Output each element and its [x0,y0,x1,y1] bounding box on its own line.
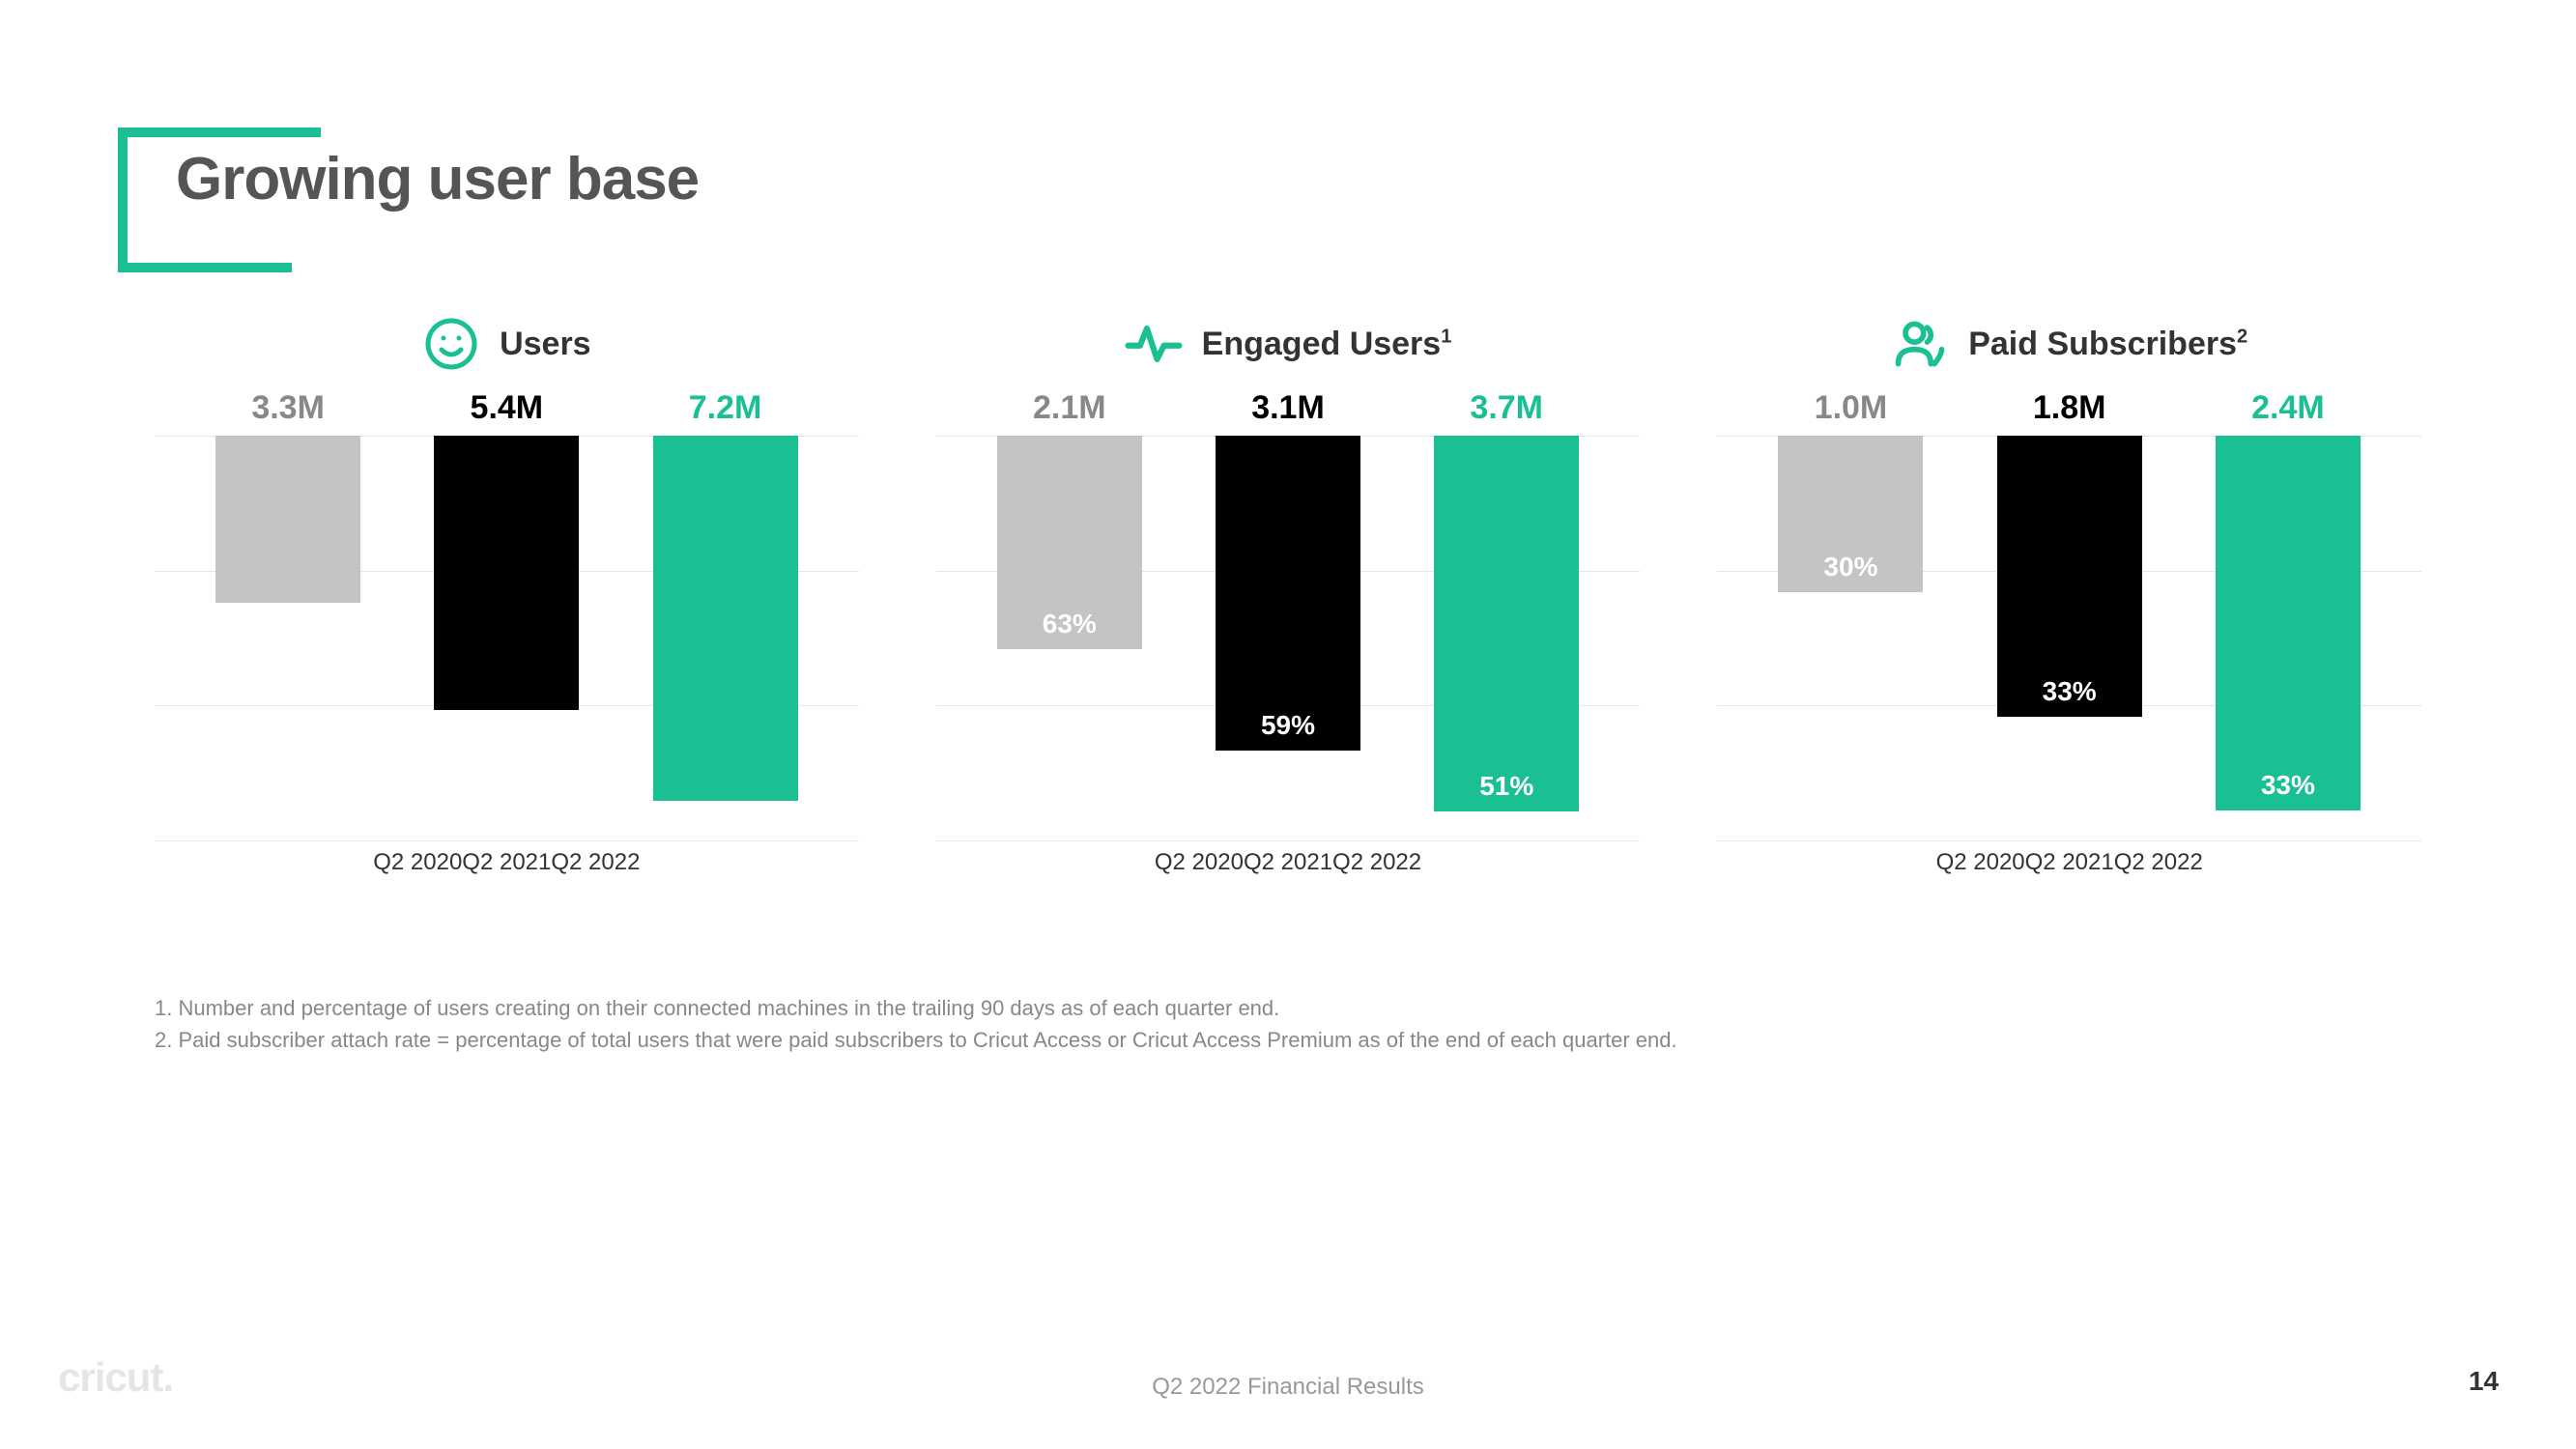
x-axis-label: Q2 2020 [373,849,462,876]
bar: 1.0M30% [1778,436,1923,592]
smile-icon [422,315,480,373]
bar: 7.2M [653,436,798,801]
bar-wrap: 1.8M33% [1961,436,2179,841]
x-axis-label: Q2 2020 [1936,849,2025,876]
bar-value-label: 1.8M [1973,389,2166,427]
bar-wrap: 3.1M59% [1179,436,1397,841]
people-icon [1891,317,1949,371]
chart-header: Users [422,310,591,378]
bar: 3.1M59% [1216,436,1360,751]
chart-column: Paid Subscribers21.0M30%1.8M33%2.4M33%Q2… [1717,310,2421,876]
bar-inner-label: 59% [1261,710,1315,751]
x-axis-label: Q2 2021 [2025,849,2114,876]
bars-container: 3.3M 5.4M 7.2M [155,436,859,841]
chart-area: 2.1M63% 3.1M59% 3.7M51% [936,436,1641,841]
bar-wrap: 3.3M [179,436,397,841]
bar-wrap: 2.4M33% [2179,436,2397,841]
bar: 3.7M51% [1434,436,1579,811]
bar-value-label: 5.4M [410,389,603,427]
x-axis-label: Q2 2021 [1244,849,1332,876]
chart-area: 3.3M 5.4M 7.2M [155,436,859,841]
bar-value-label: 3.1M [1191,389,1385,427]
x-axis-labels: Q2 2020Q2 2021Q2 2022 [1912,841,2227,876]
x-axis-labels: Q2 2020Q2 2021Q2 2022 [349,841,664,876]
footer: cricut. Q2 2022 Financial Results 14 [0,1374,2576,1401]
chart-area: 1.0M30% 1.8M33% 2.4M33% [1717,436,2421,841]
x-axis-label: Q2 2021 [462,849,551,876]
bar-wrap: 7.2M [615,436,834,841]
bar-value-label: 7.2M [629,389,822,427]
footnote: 2. Paid subscriber attach rate = percent… [155,1024,2421,1056]
x-axis-label: Q2 2022 [1332,849,1421,876]
page-title: Growing user base [155,145,699,213]
title-block: Growing user base [155,145,699,213]
x-axis-labels: Q2 2020Q2 2021Q2 2022 [1131,841,1445,876]
bar: 1.8M33% [1997,436,2142,717]
bar-wrap: 3.7M51% [1397,436,1616,841]
bar-value-label: 2.4M [2191,389,2385,427]
chart-title: Paid Subscribers2 [1968,326,2247,363]
chart-title-superscript: 2 [2237,326,2247,347]
bar-wrap: 1.0M30% [1741,436,1960,841]
bar-inner-label: 63% [1043,609,1097,649]
chart-header: Engaged Users1 [1125,310,1452,378]
pulse-icon [1125,317,1183,371]
chart-title-superscript: 1 [1441,326,1451,347]
people-icon [1891,315,1949,373]
footnote: 1. Number and percentage of users creati… [155,992,2421,1024]
bar-inner-label: 30% [1823,552,1877,592]
bar-value-label: 1.0M [1754,389,1947,427]
bar: 5.4M [434,436,579,710]
slide: Growing user base Users 3.3M 5.4M 7.2M Q2 20… [0,0,2576,1449]
bar-value-label: 3.3M [191,389,385,427]
smile-icon [424,317,478,371]
brand-logo: cricut. [58,1354,173,1401]
bar-wrap: 5.4M [397,436,615,841]
charts-row: Users3.3M5.4M7.2MQ2 2020Q2 2021Q2 2022 E… [155,310,2421,876]
bars-container: 2.1M63% 3.1M59% 3.7M51% [936,436,1641,841]
footer-caption: Q2 2022 Financial Results [1152,1374,1423,1401]
x-axis-label: Q2 2020 [1155,849,1244,876]
bar-inner-label: 33% [2043,676,2097,717]
chart-column: Users 3.3M 5.4M 7.2M Q2 2020Q2 2021Q2 2022 [155,310,859,876]
bar-value-label: 3.7M [1410,389,1603,427]
x-axis-label: Q2 2022 [551,849,640,876]
bar-inner-label: 51% [1479,771,1533,811]
page-number: 14 [2469,1366,2499,1397]
bars-container: 1.0M30% 1.8M33% 2.4M33% [1717,436,2421,841]
chart-title: Engaged Users1 [1202,326,1452,363]
x-axis-label: Q2 2022 [2114,849,2203,876]
pulse-icon [1125,315,1183,373]
chart-title: Users [500,326,591,363]
bar: 2.1M63% [997,436,1142,649]
bar: 3.3M [215,436,360,603]
chart-column: Engaged Users12.1M63%3.1M59%3.7M51%Q2 20… [936,310,1641,876]
bar-inner-label: 33% [2261,770,2315,810]
bar-wrap: 2.1M63% [960,436,1179,841]
chart-header: Paid Subscribers2 [1891,310,2247,378]
footnotes: 1. Number and percentage of users creati… [155,992,2421,1056]
bar-value-label: 2.1M [973,389,1166,427]
bar: 2.4M33% [2216,436,2361,810]
